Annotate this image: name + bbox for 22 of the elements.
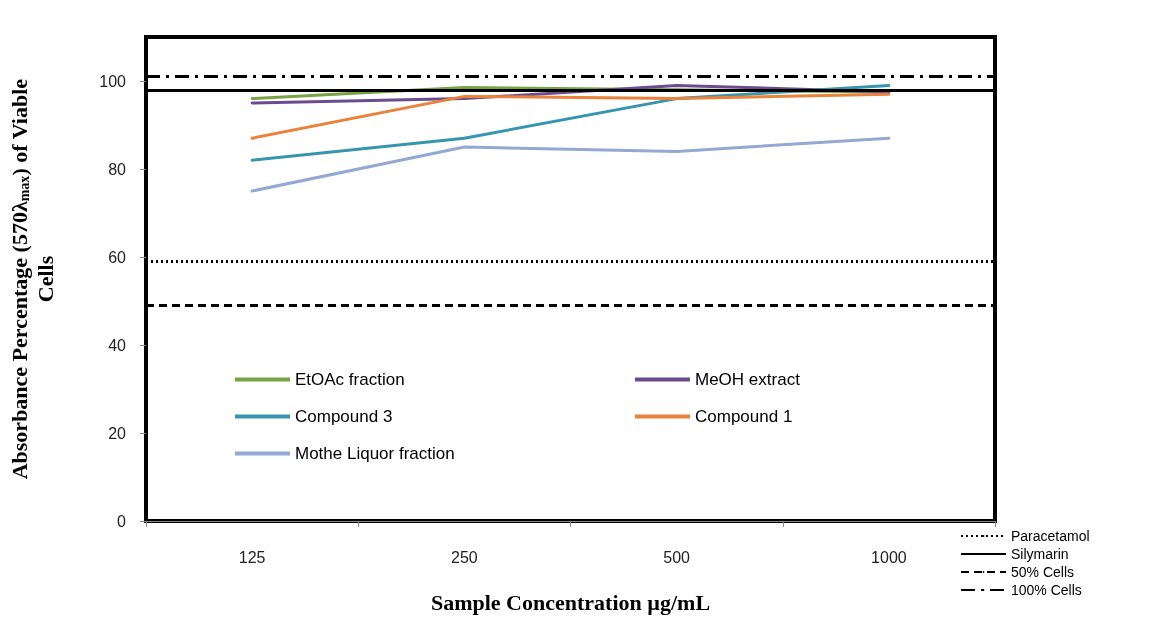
y-tick-label: 20 [108, 424, 127, 442]
y-tick-label: 80 [108, 160, 127, 178]
y-tick-label: 0 [117, 512, 127, 530]
x-tick-label: 125 [238, 548, 266, 566]
y-tick-label: 40 [108, 336, 127, 354]
x-tick-label: 500 [663, 548, 691, 566]
x-tick-label: 250 [451, 548, 478, 566]
legend-label: 50% Cells [1011, 564, 1075, 580]
line-series [250, 136, 891, 193]
x-tick-label: 1000 [871, 548, 907, 566]
legend-label: Mothe Liquor fraction [295, 444, 455, 463]
legend-label: Silymarin [1011, 546, 1069, 562]
legend-label: EtOAc fraction [295, 370, 405, 389]
y-tick-label: 100 [99, 72, 127, 90]
legend-label: Paracetamol [1011, 528, 1090, 544]
legend-label: 100% Cells [1011, 582, 1082, 598]
legend-label: MeOH extract [695, 370, 801, 389]
legend-label: Compound 3 [295, 407, 393, 426]
y-tick-label: 60 [108, 248, 127, 266]
line-series [250, 92, 891, 140]
x-axis-title: Sample Concentration µg/mL [430, 589, 711, 615]
legend-label: Compound 1 [695, 407, 793, 426]
